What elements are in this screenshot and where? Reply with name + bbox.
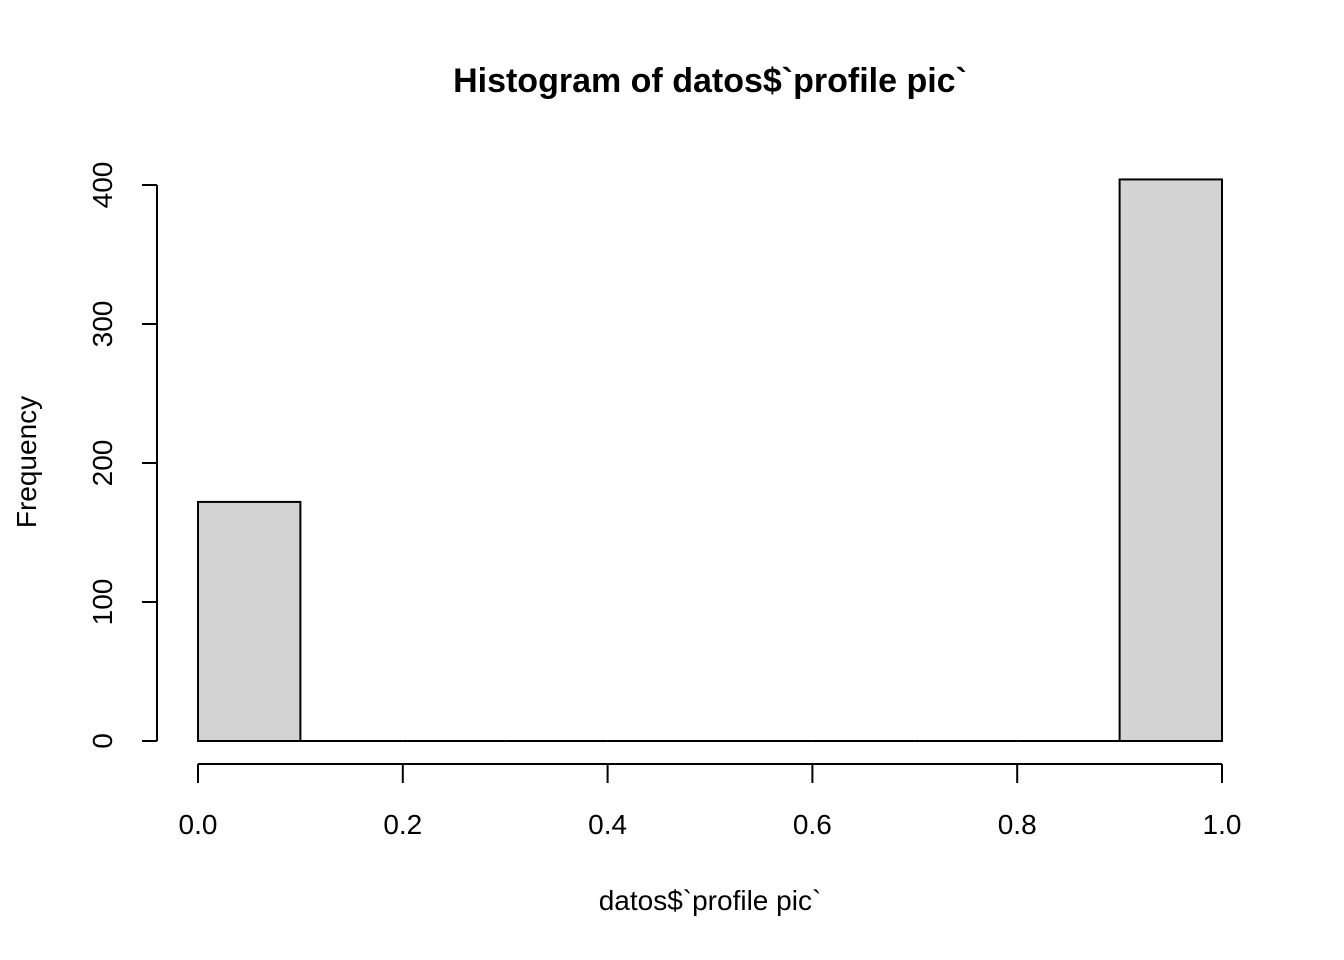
y-tick-label-1: 100 [87, 579, 118, 626]
y-axis-label: Frequency [11, 396, 42, 528]
x-tick-label-0: 0.0 [179, 809, 218, 840]
y-tick-label-4: 400 [87, 162, 118, 209]
x-axis: 0.0 0.2 0.4 0.6 0.8 1.0 [179, 763, 1242, 840]
y-axis: 0 100 200 300 400 [87, 162, 158, 749]
y-tick-label-2: 200 [87, 440, 118, 487]
x-axis-label: datos$`profile pic` [599, 885, 822, 916]
x-tick-label-5: 1.0 [1203, 809, 1242, 840]
x-tick-label-1: 0.2 [383, 809, 422, 840]
x-tick-label-4: 0.8 [998, 809, 1037, 840]
y-tick-label-3: 300 [87, 301, 118, 348]
bars-group [197, 178, 1223, 743]
histogram-bar-9 [1118, 178, 1223, 742]
y-tick-label-0: 0 [87, 733, 118, 749]
x-tick-label-2: 0.4 [588, 809, 627, 840]
histogram-bar-0 [197, 500, 302, 743]
chart-title: Histogram of datos$`profile pic` [453, 62, 967, 100]
x-tick-label-3: 0.6 [793, 809, 832, 840]
